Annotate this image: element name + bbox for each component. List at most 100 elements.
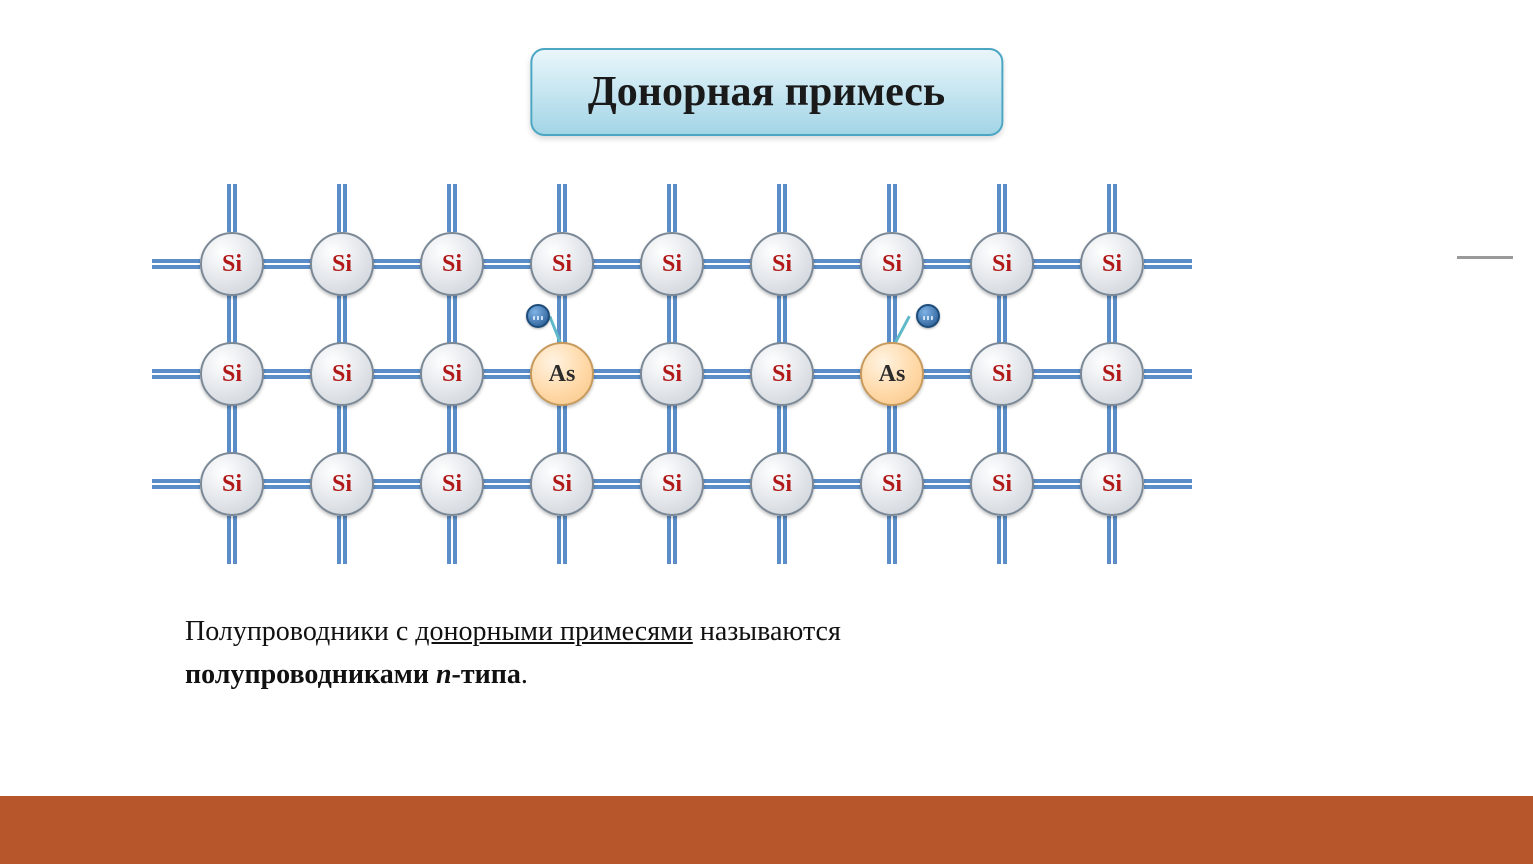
bond-horizontal [701,369,753,379]
bond-vertical-stub [447,516,457,564]
bond-vertical [447,403,457,455]
atom-si: Si [1080,452,1144,516]
atom-si: Si [200,232,264,296]
bond-vertical [1107,293,1117,345]
bond-vertical-stub [997,184,1007,232]
bond-horizontal [591,369,643,379]
bond-vertical-stub [227,184,237,232]
bond-vertical-stub [777,184,787,232]
bond-vertical [777,293,787,345]
caption-period: . [521,659,528,690]
caption-bold-suffix: -типа [452,659,521,690]
atom-si: Si [1080,342,1144,406]
bond-vertical [667,293,677,345]
bond-vertical-stub [1107,184,1117,232]
atom-si: Si [750,342,814,406]
atom-si: Si [970,452,1034,516]
bond-vertical [227,403,237,455]
crystal-lattice-diagram: Si Si Si Si Si Si Si Si Si Si Si Si As Si Si As Si Si Si Si… [182,192,1182,582]
bond-vertical-stub [447,184,457,232]
bond-vertical-stub [667,184,677,232]
bond-horizontal [921,259,973,269]
free-electron [526,304,550,328]
caption-prefix: Полупроводники с [185,616,415,647]
bond-horizontal [701,259,753,269]
bond-horizontal-stub [1144,369,1192,379]
atom-si: Si [310,452,374,516]
atom-si: Si [420,232,484,296]
bond-vertical [1107,403,1117,455]
bond-vertical [227,293,237,345]
bond-vertical [557,403,567,455]
bond-horizontal [481,479,533,489]
atom-si: Si [200,452,264,516]
bond-horizontal [371,479,423,489]
bond-vertical-stub [887,516,897,564]
atom-si: Si [750,452,814,516]
bond-horizontal [261,259,313,269]
bond-vertical-stub [997,516,1007,564]
bond-horizontal [481,259,533,269]
caption-middle: называются [693,616,841,647]
atom-si: Si [860,452,924,516]
side-mark-line [1457,256,1513,259]
bond-horizontal-stub [152,479,200,489]
bond-vertical-stub [337,516,347,564]
bond-horizontal [591,259,643,269]
atom-si: Si [640,342,704,406]
atom-si: Si [640,452,704,516]
atom-si: Si [750,232,814,296]
bond-vertical [667,403,677,455]
bond-horizontal-stub [1144,479,1192,489]
bond-vertical [887,403,897,455]
atom-si: Si [970,232,1034,296]
bond-horizontal-stub [1144,259,1192,269]
atom-si: Si [1080,232,1144,296]
atom-si: Si [310,342,374,406]
bond-horizontal-stub [152,259,200,269]
bond-vertical-stub [1107,516,1117,564]
bond-horizontal [261,369,313,379]
bond-horizontal-stub [152,369,200,379]
bond-vertical-stub [557,516,567,564]
bottom-bar [0,790,1533,864]
bond-vertical [997,403,1007,455]
bond-vertical [777,403,787,455]
bond-vertical [447,293,457,345]
atom-si: Si [310,232,374,296]
bond-vertical-stub [777,516,787,564]
bond-vertical [337,293,347,345]
bond-horizontal [591,479,643,489]
bond-horizontal [921,369,973,379]
atom-si: Si [200,342,264,406]
bond-vertical-stub [227,516,237,564]
bond-vertical [337,403,347,455]
slide: Донорная примесь SiSiSiSiSiSiSiSiSiSiSiS… [0,0,1533,864]
bond-horizontal [811,369,863,379]
bond-vertical-stub [887,184,897,232]
bond-vertical-stub [667,516,677,564]
bond-horizontal [371,259,423,269]
bond-vertical [997,293,1007,345]
bond-horizontal [481,369,533,379]
caption-text: Полупроводники с донорными примесями наз… [185,610,1348,697]
bond-vertical-stub [337,184,347,232]
atom-si: Si [970,342,1034,406]
atom-si: Si [860,232,924,296]
caption-bold: полупроводниками n-типа [185,659,521,690]
atom-si: Si [530,232,594,296]
atom-si: Si [420,452,484,516]
bond-horizontal [371,369,423,379]
bond-horizontal [921,479,973,489]
atom-si: Si [640,232,704,296]
atom-as: As [860,342,924,406]
caption-bold-italic: n [436,659,452,690]
free-electron [916,304,940,328]
bond-horizontal [261,479,313,489]
caption-underlined: донорными примесями [415,616,693,647]
caption-bold-prefix: полупроводниками [185,659,436,690]
bond-horizontal [811,259,863,269]
bond-vertical-stub [557,184,567,232]
bond-horizontal [811,479,863,489]
atom-as: As [530,342,594,406]
